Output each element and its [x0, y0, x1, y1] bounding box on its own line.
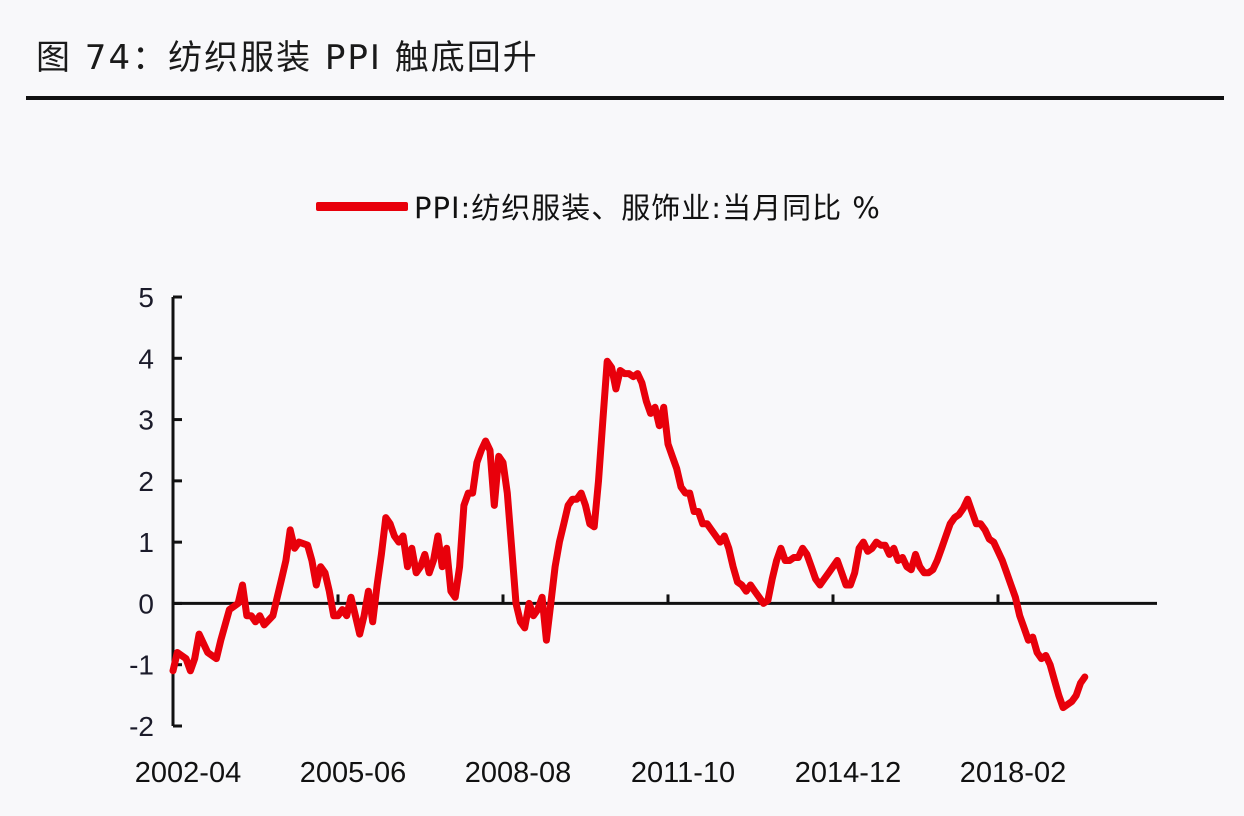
x-tick-label: 2018-02	[960, 757, 1066, 789]
chart-legend: PPI:纺织服装、服饰业:当月同比 %	[316, 185, 881, 227]
x-tick-label: 2008-08	[465, 757, 571, 789]
legend-swatch-line	[316, 201, 408, 211]
title-divider	[26, 96, 1224, 100]
y-tick-label: 1	[138, 527, 154, 558]
y-axis: 5 4 3 2 1 0 -1 -2	[129, 282, 182, 742]
y-tick-label: 2	[138, 466, 154, 497]
y-tick-label: -1	[129, 650, 154, 681]
x-tick-label: 2005-06	[300, 757, 406, 789]
figure-title: 图 74：纺织服装 PPI 触底回升	[36, 38, 539, 78]
y-tick-label: -2	[129, 711, 154, 742]
y-tick-label: 4	[138, 343, 154, 374]
y-tick-label: 5	[138, 282, 154, 313]
y-tick-label: 0	[138, 588, 154, 619]
x-axis: 2002-04 2005-06 2008-08 2011-10 2014-12 2018-…	[135, 594, 1157, 789]
legend-label: PPI:纺织服装、服饰业:当月同比 %	[414, 191, 881, 225]
x-tick-label: 2011-10	[631, 757, 735, 789]
series-ppi-textile-apparel	[169, 357, 1089, 712]
series-line	[169, 357, 1089, 712]
y-tick-label: 3	[138, 405, 154, 436]
x-tick-label: 2002-04	[135, 757, 241, 789]
x-tick-label: 2014-12	[795, 757, 901, 789]
